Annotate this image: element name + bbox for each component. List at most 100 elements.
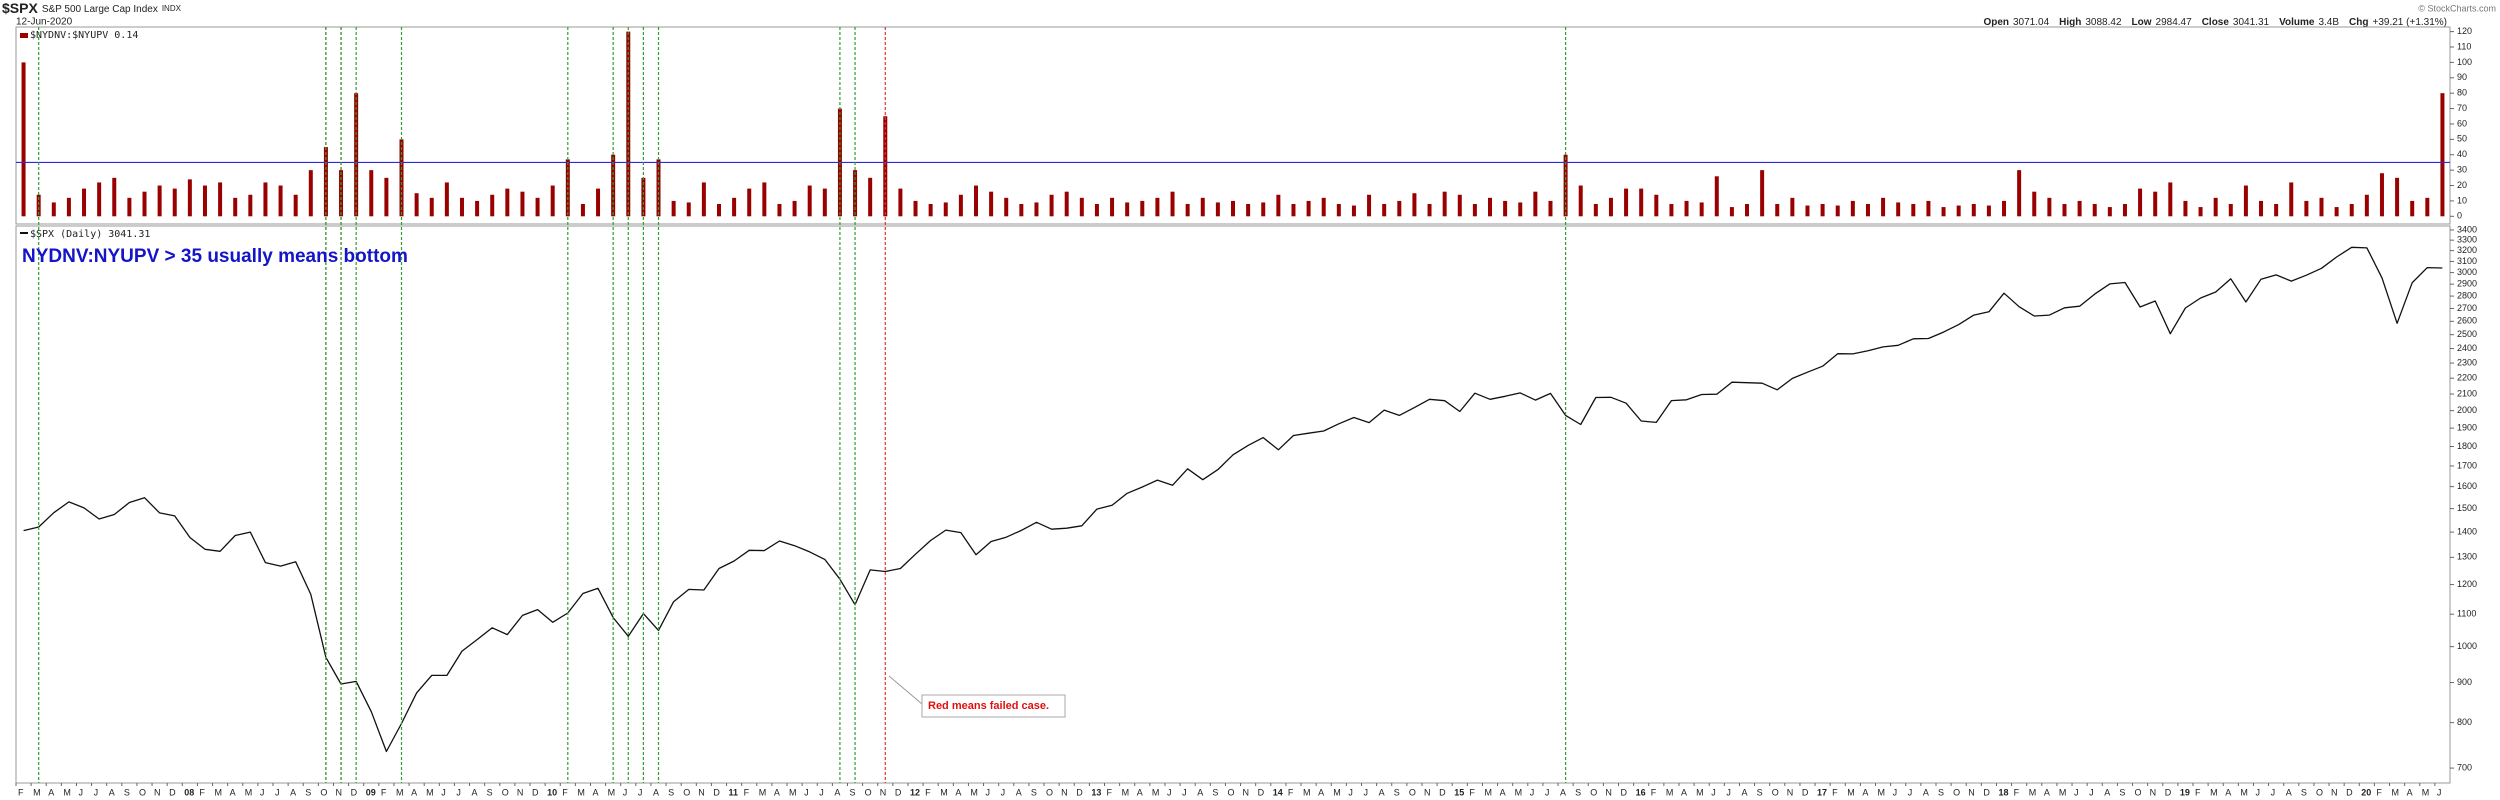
- y-tick-label: 700: [2457, 762, 2472, 772]
- quote-label: Low: [2132, 17, 2152, 28]
- y-tick-label: 2300: [2457, 357, 2477, 367]
- header-date: 12-Jun-2020: [16, 17, 73, 28]
- x-tick-label: M: [1303, 787, 1311, 797]
- legend-name: $NYDNV:$NYUPV: [30, 30, 108, 41]
- x-tick-label: M: [245, 787, 253, 797]
- bar: [202, 185, 207, 217]
- x-tick-label: A: [955, 787, 961, 797]
- symbol: $SPX: [2, 0, 38, 16]
- legend: $SPX (Daily) 3041.31: [30, 229, 150, 240]
- bar: [1306, 200, 1311, 217]
- y-tick-label: 100: [2457, 57, 2472, 67]
- bar: [2289, 182, 2294, 217]
- bar: [580, 203, 585, 217]
- quote-value: 3071.04: [2013, 17, 2050, 28]
- x-tick-label: J: [1364, 787, 1369, 797]
- x-tick-label: O: [1409, 787, 1416, 797]
- x-tick-label: 15: [1454, 787, 1464, 797]
- y-tick-label: 3200: [2457, 245, 2477, 255]
- x-tick-label: F: [2014, 787, 2020, 797]
- x-tick-label: F: [925, 787, 931, 797]
- bar: [777, 203, 782, 217]
- x-tick-label: J: [260, 787, 265, 797]
- bar: [172, 188, 177, 217]
- bar: [1155, 197, 1160, 217]
- y-tick-label: 3000: [2457, 267, 2477, 277]
- bar: [973, 185, 978, 217]
- x-tick-label: J: [1726, 787, 1731, 797]
- x-tick-label: D: [1439, 787, 1446, 797]
- bar: [1714, 176, 1719, 217]
- y-tick-label: 2100: [2457, 388, 2477, 398]
- x-tick-label: M: [1122, 787, 1130, 797]
- bar: [2198, 207, 2203, 217]
- legend-last: 0.14: [114, 30, 138, 41]
- x-tick-label: M: [426, 787, 434, 797]
- x-tick-label: J: [623, 787, 628, 797]
- bar: [535, 197, 540, 217]
- x-tick-label: S: [1938, 787, 1944, 797]
- bar: [1533, 191, 1538, 217]
- x-tick-label: J: [275, 787, 280, 797]
- x-tick-label: F: [199, 787, 205, 797]
- x-tick-label: 14: [1273, 787, 1283, 797]
- bar: [263, 182, 268, 217]
- x-tick-label: N: [517, 787, 524, 797]
- x-tick-label: A: [592, 787, 598, 797]
- bar: [2062, 203, 2067, 217]
- y-tick-label: 1300: [2457, 552, 2477, 562]
- x-tick-label: O: [1953, 787, 1960, 797]
- annotation: NYDNV:NYUPV > 35 usually means bottom: [22, 246, 408, 267]
- x-tick-label: A: [109, 787, 115, 797]
- bar: [1200, 197, 1205, 217]
- bar: [1321, 197, 1326, 217]
- y-tick-label: 2800: [2457, 290, 2477, 300]
- callout-line: [888, 675, 923, 705]
- bar: [913, 200, 918, 217]
- bar: [97, 182, 102, 217]
- x-tick-label: J: [1545, 787, 1550, 797]
- y-tick-label: 1900: [2457, 422, 2477, 432]
- quote-value: +39.21 (+1.31%): [2373, 17, 2448, 28]
- bar: [1125, 202, 1130, 217]
- bar: [1442, 191, 1447, 217]
- x-tick-label: A: [653, 787, 659, 797]
- bar: [1518, 202, 1523, 217]
- x-tick-label: A: [2044, 787, 2050, 797]
- annotation: Red means failed case.: [928, 700, 1049, 712]
- x-tick-label: D: [2165, 787, 2172, 797]
- bar: [1503, 200, 1508, 217]
- x-tick-label: M: [396, 787, 404, 797]
- bar: [2319, 197, 2324, 217]
- y-tick-label: 1200: [2457, 579, 2477, 589]
- quote-value: 3088.42: [2085, 17, 2122, 28]
- x-tick-label: N: [1605, 787, 1612, 797]
- x-tick-label: J: [1001, 787, 1006, 797]
- bar: [490, 194, 495, 217]
- bar: [1805, 205, 1810, 217]
- x-tick-label: M: [789, 787, 797, 797]
- bar: [51, 202, 56, 217]
- x-tick-label: F: [381, 787, 387, 797]
- x-tick-label: M: [2210, 787, 2218, 797]
- x-tick-label: S: [1757, 787, 1763, 797]
- bar: [1881, 197, 1886, 217]
- y-tick-label: 3400: [2457, 224, 2477, 234]
- bar: [1926, 200, 1931, 217]
- x-tick-label: N: [1061, 787, 1068, 797]
- x-tick-label: S: [1575, 787, 1581, 797]
- x-tick-label: M: [215, 787, 223, 797]
- x-tick-label: N: [880, 787, 887, 797]
- y-tick-label: 50: [2457, 134, 2467, 144]
- x-tick-label: S: [2119, 787, 2125, 797]
- bar: [1850, 200, 1855, 217]
- bar: [671, 200, 676, 217]
- y-tick-label: 3100: [2457, 256, 2477, 266]
- bar: [1094, 203, 1099, 217]
- bar: [323, 147, 328, 217]
- bar: [928, 203, 933, 217]
- bar: [1079, 197, 1084, 217]
- bar: [475, 200, 480, 217]
- bar: [520, 191, 525, 217]
